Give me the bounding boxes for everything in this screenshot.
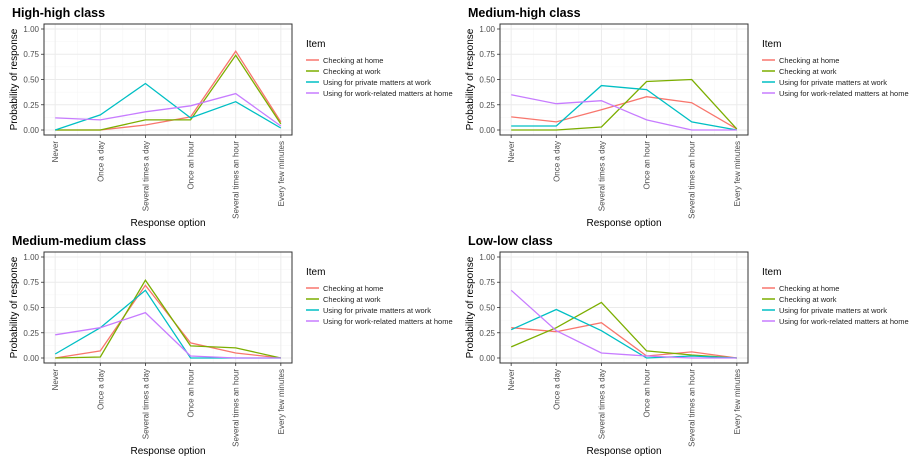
y-tick-label: 0.25 bbox=[479, 329, 495, 338]
y-tick-label: 1.00 bbox=[23, 253, 39, 262]
y-tick-label: 0.00 bbox=[23, 354, 39, 363]
y-tick-label: 0.50 bbox=[23, 304, 39, 313]
legend: Item Checking at home Checking at work Usin… bbox=[306, 39, 453, 98]
y-axis-title: Probability of response bbox=[465, 28, 476, 130]
series-line-4 bbox=[510, 289, 737, 359]
series-line-4 bbox=[55, 311, 281, 359]
x-tick-label: Every few minutes bbox=[733, 141, 742, 206]
series-line-1 bbox=[511, 96, 738, 130]
y-tick-label: 0.50 bbox=[479, 76, 495, 85]
panel-title: Medium-medium class bbox=[12, 234, 146, 248]
y-axis-title: Probability of response bbox=[465, 256, 476, 358]
y-tick-label: 0.50 bbox=[479, 304, 495, 313]
panel-1: High-high class 0.00 0.25 0.50 0.75 1.00 Never… bbox=[9, 6, 453, 229]
y-axis-title: Probability of response bbox=[9, 256, 20, 358]
legend-label: Checking at work bbox=[779, 67, 837, 76]
legend-label: Using for work-related matters at home bbox=[779, 317, 909, 326]
x-tick-label: Never bbox=[507, 369, 516, 391]
x-axis-title: Response option bbox=[586, 218, 661, 229]
panel-3: Medium-medium class 0.00 0.25 0.50 0.75 1.00 N… bbox=[9, 234, 453, 457]
y-tick-label: 0.00 bbox=[479, 354, 495, 363]
legend-title: Item bbox=[306, 39, 325, 50]
panel-2: Medium-high class 0.00 0.25 0.50 0.75 1.00 Nev… bbox=[465, 6, 909, 229]
y-tick-label: 0.25 bbox=[23, 101, 39, 110]
y-tick-label: 0.75 bbox=[479, 50, 495, 59]
series-line-2 bbox=[511, 78, 738, 131]
y-tick-label: 0.00 bbox=[479, 126, 495, 135]
x-tick-label: Every few minutes bbox=[277, 369, 286, 434]
legend-label: Checking at home bbox=[779, 56, 839, 65]
legend-label: Checking at work bbox=[323, 295, 381, 304]
legend-title: Item bbox=[306, 267, 325, 278]
panel-title: Low-low class bbox=[468, 234, 553, 248]
x-tick-label: Several times a day bbox=[597, 141, 606, 211]
y-tick-label: 0.75 bbox=[23, 278, 39, 287]
legend-label: Checking at home bbox=[323, 284, 383, 293]
x-axis-title: Response option bbox=[130, 218, 205, 229]
x-tick-label: Once a day bbox=[96, 141, 105, 182]
series-line-3 bbox=[510, 308, 737, 359]
x-tick-label: Never bbox=[507, 141, 516, 163]
legend-label: Checking at home bbox=[779, 284, 839, 293]
x-tick-label: Several times an hour bbox=[232, 369, 241, 447]
x-tick-label: Several times an hour bbox=[232, 141, 241, 219]
x-tick-label: Several times an hour bbox=[688, 369, 697, 447]
legend-label: Using for private matters at work bbox=[779, 306, 887, 315]
x-tick-label: Never bbox=[51, 369, 60, 391]
panel-title: Medium-high class bbox=[468, 6, 581, 20]
x-tick-label: Every few minutes bbox=[277, 141, 286, 206]
legend-label: Using for private matters at work bbox=[323, 306, 431, 315]
legend-label: Using for work-related matters at home bbox=[323, 317, 453, 326]
x-tick-label: Once an hour bbox=[187, 369, 196, 418]
y-tick-label: 0.75 bbox=[23, 50, 39, 59]
series-line-4 bbox=[55, 92, 282, 127]
x-tick-label: Once an hour bbox=[643, 369, 652, 418]
x-tick-label: Never bbox=[51, 141, 60, 163]
series-line-2 bbox=[55, 54, 282, 131]
legend-label: Using for work-related matters at home bbox=[779, 89, 909, 98]
y-tick-label: 1.00 bbox=[23, 25, 39, 34]
y-axis-title: Probability of response bbox=[9, 28, 20, 130]
y-tick-label: 0.00 bbox=[23, 126, 39, 135]
legend-label: Checking at work bbox=[323, 67, 381, 76]
x-tick-label: Several times an hour bbox=[688, 141, 697, 219]
legend-label: Checking at home bbox=[323, 56, 383, 65]
series-line-2 bbox=[510, 301, 737, 359]
y-tick-label: 0.50 bbox=[23, 76, 39, 85]
series-line-3 bbox=[511, 84, 737, 131]
x-tick-label: Several times a day bbox=[141, 141, 150, 211]
legend: Item Checking at home Checking at work Usin… bbox=[306, 267, 453, 326]
y-tick-label: 1.00 bbox=[479, 25, 495, 34]
x-tick-label: Once a day bbox=[96, 369, 105, 410]
series-line-2 bbox=[55, 278, 281, 359]
x-axis-title: Response option bbox=[586, 446, 661, 457]
x-tick-label: Once a day bbox=[552, 141, 561, 182]
legend-label: Using for work-related matters at home bbox=[323, 89, 453, 98]
y-tick-label: 0.25 bbox=[23, 329, 39, 338]
y-tick-label: 0.25 bbox=[479, 101, 495, 110]
legend-label: Checking at work bbox=[779, 295, 837, 304]
y-tick-label: 1.00 bbox=[479, 253, 495, 262]
x-tick-label: Every few minutes bbox=[733, 369, 742, 434]
series-line-3 bbox=[54, 82, 282, 131]
legend: Item Checking at home Checking at work Usin… bbox=[762, 267, 909, 326]
x-tick-label: Several times a day bbox=[141, 369, 150, 439]
x-tick-label: Once an hour bbox=[187, 141, 196, 190]
series-line-4 bbox=[511, 94, 737, 131]
x-tick-label: Several times a day bbox=[597, 369, 606, 439]
legend: Item Checking at home Checking at work Usin… bbox=[762, 39, 909, 98]
x-axis-title: Response option bbox=[130, 446, 205, 457]
legend-title: Item bbox=[762, 267, 781, 278]
legend-label: Using for private matters at work bbox=[323, 78, 431, 87]
legend-title: Item bbox=[762, 39, 781, 50]
x-tick-label: Once an hour bbox=[643, 141, 652, 190]
legend-label: Using for private matters at work bbox=[779, 78, 887, 87]
x-tick-label: Once a day bbox=[552, 369, 561, 410]
panel-title: High-high class bbox=[12, 6, 105, 20]
panel-4: Low-low class 0.00 0.25 0.50 0.75 1.00 Never On… bbox=[465, 234, 909, 457]
y-tick-label: 0.75 bbox=[479, 278, 495, 287]
